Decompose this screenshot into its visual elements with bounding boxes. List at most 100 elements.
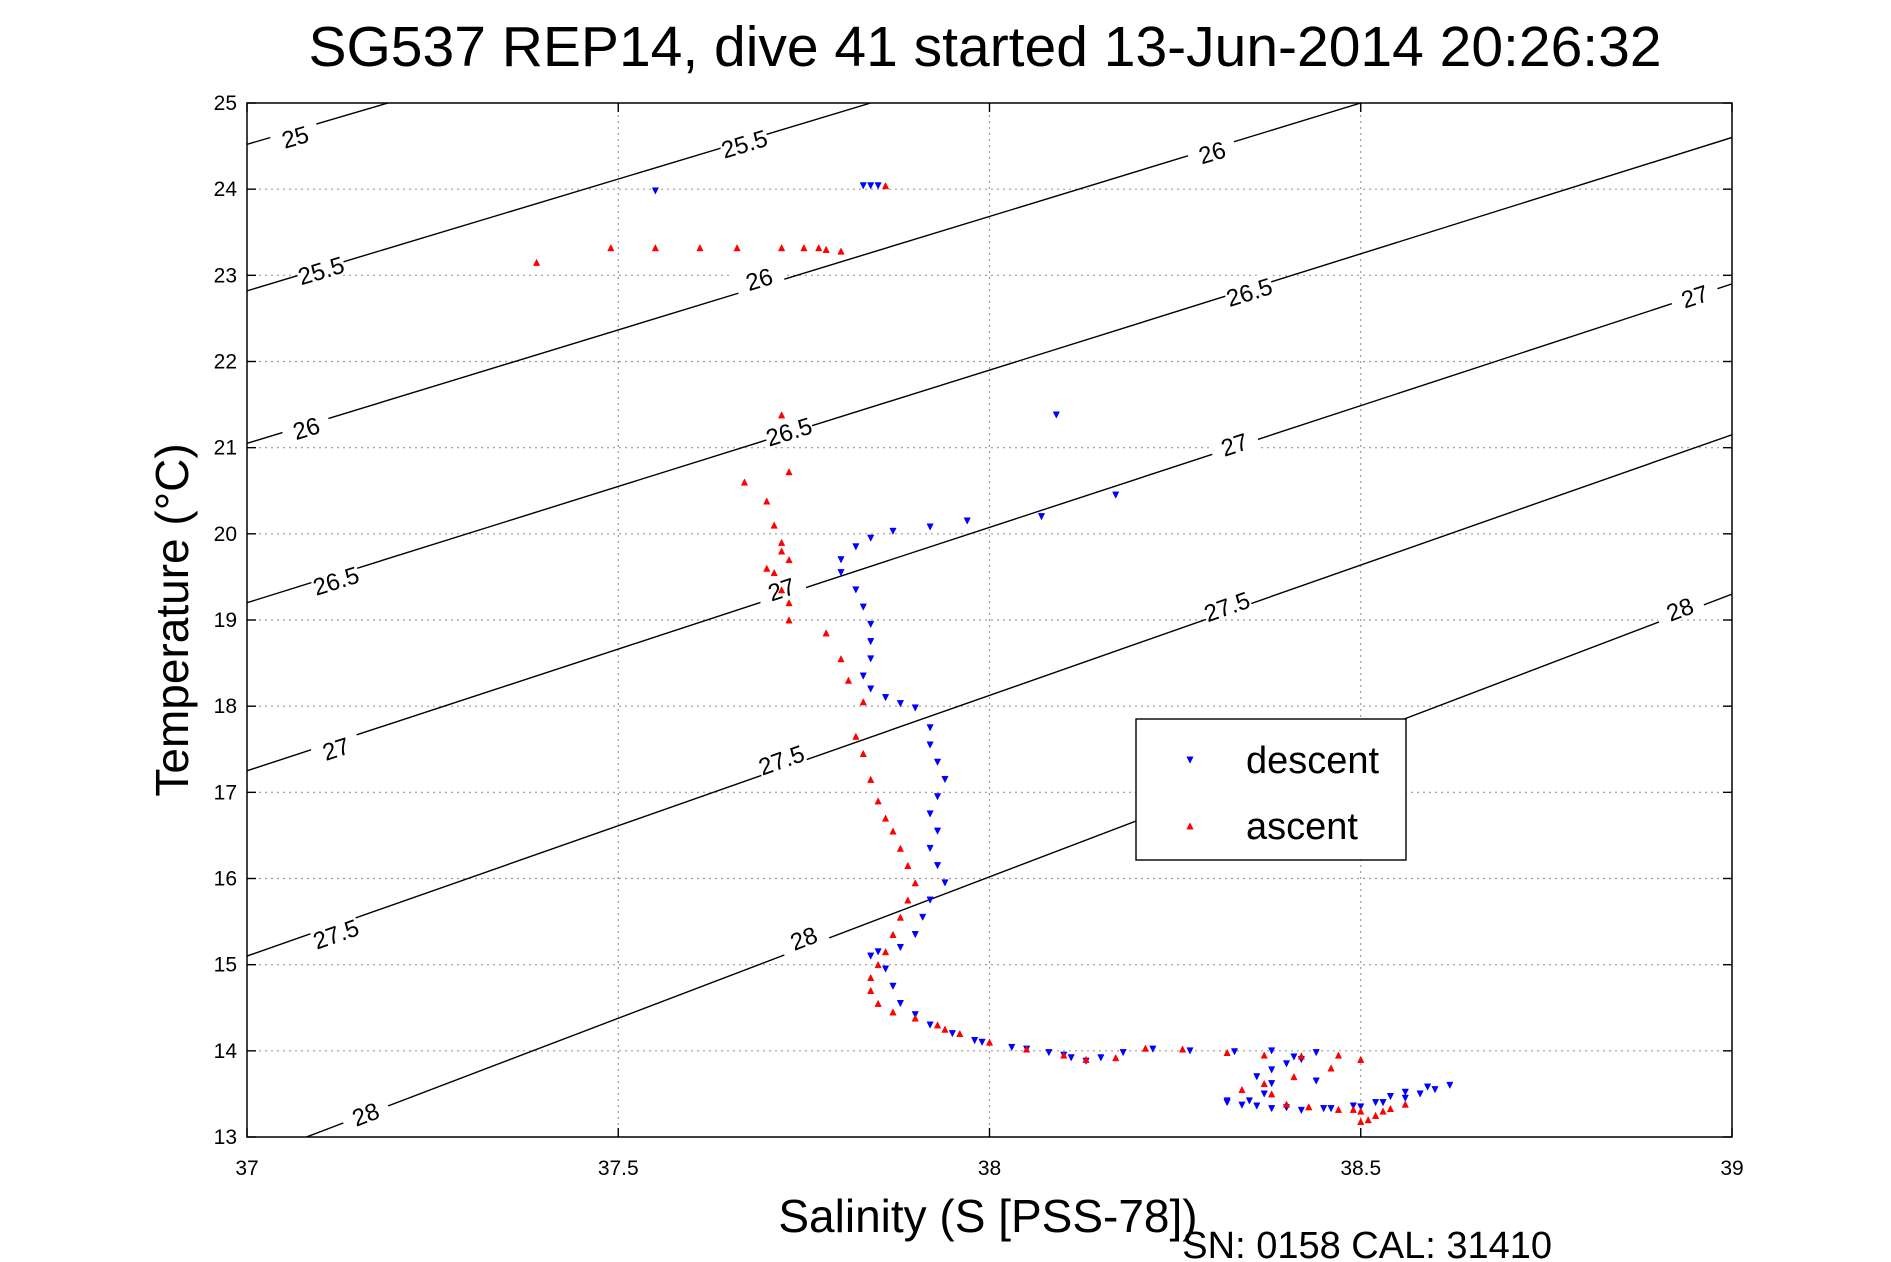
ascent-point <box>1349 1105 1357 1113</box>
ascent-point <box>1334 1105 1343 1113</box>
axis-ticks: 37 37.5 38 38.5 39 13 14 15 16 17 18 19 20 21 22 23 24 25 <box>214 92 1744 1180</box>
descent-point <box>933 827 942 835</box>
y-tick-label: 23 <box>214 264 237 287</box>
x-tick-label: 38.5 <box>1340 1157 1381 1180</box>
y-tick-label: 14 <box>214 1040 238 1063</box>
descent-point <box>1112 491 1120 499</box>
contour-label-backdrop <box>732 259 786 297</box>
contour-label-backdrop <box>761 411 815 449</box>
descent-point <box>1379 1099 1387 1107</box>
density-contour-line <box>247 434 1732 957</box>
ascent-point <box>1327 1064 1335 1072</box>
ascent-point <box>874 960 882 969</box>
ascent-point <box>837 655 845 663</box>
descent-series <box>651 182 1454 1115</box>
descent-point <box>926 741 934 749</box>
y-tick-label: 21 <box>214 437 237 460</box>
ascent-point <box>800 244 808 252</box>
ascent-point <box>763 497 771 505</box>
descent-point <box>926 724 934 732</box>
contour-label: 25.5 <box>718 125 771 164</box>
ascent-point <box>896 913 905 921</box>
ascent-point <box>607 244 615 252</box>
ascent-point <box>822 245 830 253</box>
ascent-point <box>881 181 890 190</box>
ascent-point <box>889 1008 897 1016</box>
contour-label-backdrop <box>754 739 808 778</box>
ascent-point <box>867 775 875 783</box>
ascent-point <box>785 599 793 607</box>
descent-point <box>1238 1101 1246 1109</box>
ascent-point <box>785 468 793 476</box>
ascent-point <box>1357 1107 1365 1115</box>
x-tick-label: 37.5 <box>598 1157 639 1180</box>
descent-point <box>926 523 934 531</box>
descent-point <box>867 685 875 693</box>
descent-point <box>852 543 860 551</box>
descent-point <box>1327 1105 1335 1113</box>
y-tick-label: 19 <box>214 609 237 632</box>
descent-point <box>867 620 875 629</box>
descent-point <box>1371 1099 1380 1107</box>
legend-marker-ascent <box>1186 822 1194 830</box>
density-contour-line <box>306 593 1732 1137</box>
legend-box <box>1135 718 1407 861</box>
descent-point <box>896 999 905 1008</box>
descent-point <box>867 182 875 190</box>
descent-point <box>1290 1053 1298 1061</box>
descent-point <box>1268 1047 1276 1055</box>
descent-point <box>1067 1054 1075 1062</box>
contour-label: 25.5 <box>295 252 348 291</box>
descent-point <box>978 1038 986 1046</box>
ascent-point <box>1260 1051 1268 1059</box>
ascent-point <box>852 732 860 740</box>
contour-label-backdrop <box>268 117 322 154</box>
ascent-point <box>777 244 786 252</box>
density-contours: 25 25.525.526262626.526.526.52727272727.5… <box>247 103 1732 1137</box>
ascent-point <box>904 896 912 904</box>
descent-point <box>1119 1049 1127 1057</box>
descent-point <box>837 569 845 577</box>
descent-point <box>1268 1105 1276 1113</box>
ascent-point <box>1082 1055 1090 1063</box>
ascent-point <box>1223 1048 1231 1057</box>
y-tick-label: 22 <box>214 351 237 374</box>
ascent-point <box>911 1014 919 1022</box>
descent-point <box>837 556 845 564</box>
descent-point <box>971 1037 979 1045</box>
descent-point <box>933 862 942 870</box>
ascent-point <box>763 564 771 572</box>
y-tick-label: 20 <box>214 523 237 546</box>
ascent-point <box>985 1038 994 1046</box>
ascent-point <box>1260 1079 1268 1088</box>
ascent-point <box>1023 1045 1031 1053</box>
legend-label-ascent: ascent <box>1246 806 1358 848</box>
ascent-point <box>1141 1044 1150 1052</box>
descent-point <box>1268 1080 1276 1088</box>
contour-label: 26.5 <box>310 562 363 602</box>
contour-label: 27.5 <box>755 740 808 781</box>
ascent-point <box>889 930 897 938</box>
contour-label-backdrop <box>309 560 362 598</box>
ascent-point <box>874 999 882 1007</box>
descent-point <box>867 638 875 646</box>
contour-label-backdrop <box>1652 588 1707 628</box>
chart-title: SG537 REP14, dive 41 started 13-Jun-2014… <box>308 15 1661 79</box>
descent-point <box>1423 1083 1432 1091</box>
ascent-point <box>1282 1100 1291 1108</box>
descent-point <box>1312 1077 1320 1085</box>
ascent-point <box>777 411 786 419</box>
descent-point <box>926 896 934 904</box>
ascent-point <box>1401 1100 1409 1108</box>
descent-point <box>911 704 919 712</box>
descent-point <box>1357 1103 1365 1111</box>
ascent-point <box>1357 1055 1365 1063</box>
descent-point <box>859 603 867 611</box>
y-tick-label: 13 <box>214 1126 237 1149</box>
descent-point <box>1282 1060 1291 1068</box>
ascent-point <box>822 629 830 637</box>
descent-point <box>859 672 867 680</box>
descent-point <box>896 700 905 708</box>
ascent-point <box>696 244 704 252</box>
